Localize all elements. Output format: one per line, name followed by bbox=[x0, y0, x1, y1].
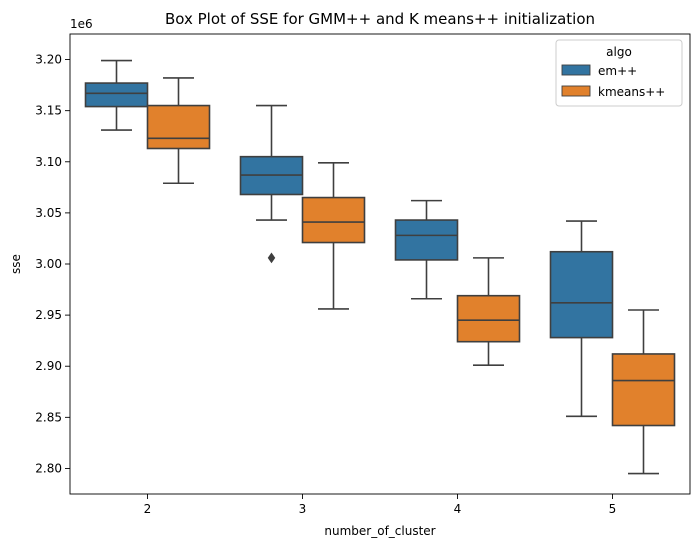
plot-area bbox=[84, 59, 676, 475]
legend-swatch-kmeans bbox=[561, 85, 591, 97]
y-tick-label: 3.00 bbox=[35, 257, 62, 271]
box-kmeans-3 bbox=[301, 162, 366, 310]
x-axis-label: number_of_cluster bbox=[324, 524, 435, 538]
y-tick-label: 3.05 bbox=[35, 206, 62, 220]
box-kmeans-5 bbox=[611, 309, 676, 475]
box-kmeans-4 bbox=[456, 257, 521, 367]
y-tick-label: 2.80 bbox=[35, 461, 62, 475]
x-tick-label: 3 bbox=[299, 502, 307, 516]
box-em-4 bbox=[394, 199, 459, 300]
y-tick-label: 3.10 bbox=[35, 155, 62, 169]
y-axis-label: sse bbox=[9, 254, 23, 274]
box-body bbox=[611, 353, 676, 427]
legend-swatch-em bbox=[561, 64, 591, 76]
x-tick-label: 4 bbox=[454, 502, 462, 516]
y-tick-label: 2.90 bbox=[35, 359, 62, 373]
box-em-2 bbox=[84, 59, 149, 131]
box-body bbox=[394, 219, 459, 261]
outlier-point bbox=[267, 252, 276, 264]
x-tick-label: 2 bbox=[144, 502, 152, 516]
y-offset-label: 1e6 bbox=[70, 17, 93, 31]
y-tick-label: 3.20 bbox=[35, 53, 62, 67]
y-tick-label: 3.15 bbox=[35, 104, 62, 118]
y-tick-label: 2.95 bbox=[35, 308, 62, 322]
box-body bbox=[84, 82, 149, 108]
box-em-5 bbox=[549, 220, 614, 418]
box-body bbox=[549, 250, 614, 339]
box-body bbox=[301, 196, 366, 244]
box-kmeans-2 bbox=[146, 77, 211, 185]
box-body bbox=[146, 104, 211, 150]
legend-title: algo bbox=[606, 45, 632, 59]
box-em-3 bbox=[239, 104, 304, 264]
y-tick-label: 2.85 bbox=[35, 410, 62, 424]
box-body bbox=[456, 294, 521, 343]
legend-label-kmeans: kmeans++ bbox=[598, 85, 665, 99]
chart-title: Box Plot of SSE for GMM++ and K means++ … bbox=[165, 10, 595, 28]
legend: algo em++ kmeans++ bbox=[555, 39, 683, 107]
x-tick-label: 5 bbox=[609, 502, 617, 516]
legend-label-em: em++ bbox=[598, 64, 637, 78]
